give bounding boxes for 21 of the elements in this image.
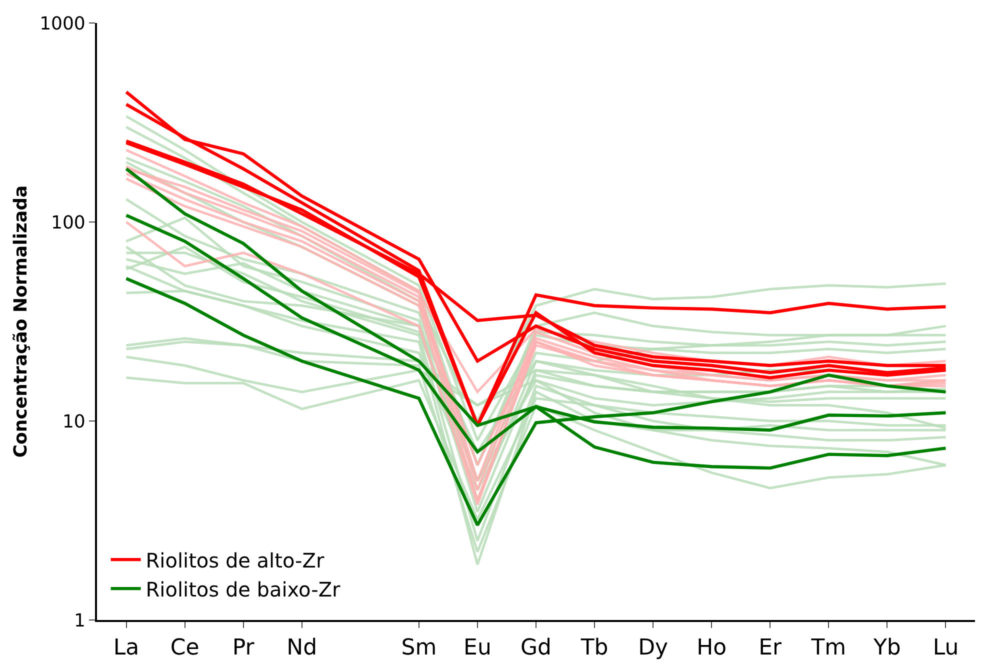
y-tick-label: 1000 — [40, 13, 86, 34]
x-tick-label: Pr — [232, 635, 256, 660]
y-axis-title: Concentração Normalizada — [10, 185, 32, 458]
x-tick-label: Eu — [464, 635, 492, 660]
x-tick-label: Dy — [638, 635, 668, 660]
x-tick-label: Lu — [932, 635, 959, 660]
x-tick-label: Er — [758, 635, 783, 660]
x-tick-label: Sm — [401, 635, 437, 660]
legend-label: Riolitos de alto-Zr — [146, 548, 325, 572]
x-tick-label: Tm — [810, 635, 846, 660]
y-tick-label: 10 — [62, 411, 86, 432]
y-tick-label: 100 — [51, 212, 86, 234]
x-tick-label: Ce — [170, 635, 200, 660]
x-tick-label: La — [113, 635, 140, 660]
x-tick-label: Yb — [872, 635, 901, 660]
x-tick-label: Ho — [696, 635, 727, 660]
legend-label: Riolitos de baixo-Zr — [146, 577, 342, 602]
x-tick-label: Gd — [520, 635, 552, 660]
x-tick-label: Nd — [286, 635, 318, 660]
x-tick-label: Tb — [580, 635, 608, 660]
y-tick-label: 1 — [74, 610, 86, 632]
